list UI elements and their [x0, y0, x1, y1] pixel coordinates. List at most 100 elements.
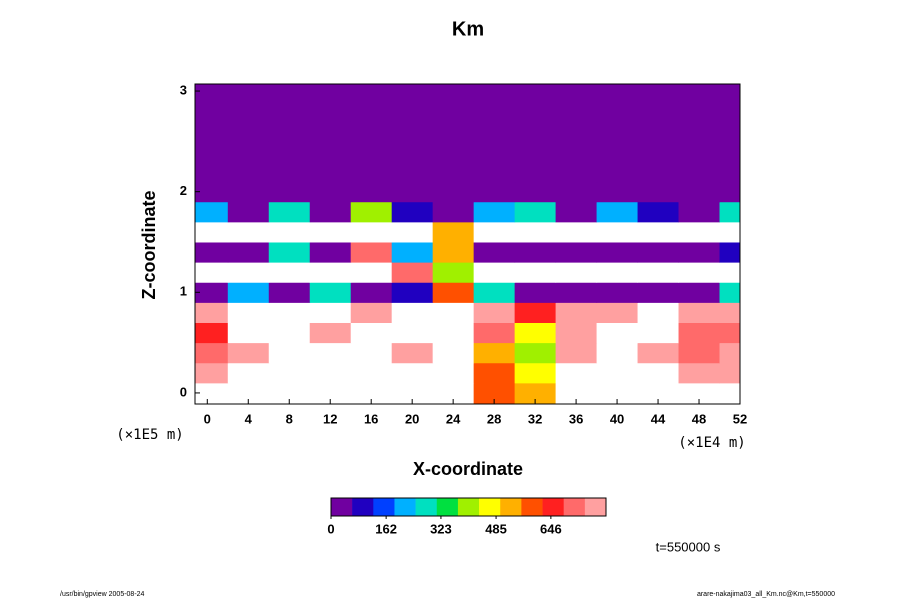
- heat-cell: [195, 181, 229, 203]
- heat-cell: [514, 241, 557, 263]
- y-tick-label: 3: [180, 82, 187, 97]
- heat-cell: [514, 84, 557, 102]
- heat-cell: [719, 84, 740, 102]
- heat-cell: [637, 302, 680, 323]
- heat-cell: [719, 342, 740, 364]
- heat-cell: [596, 282, 639, 303]
- heat-cell: [719, 101, 740, 122]
- heat-cell: [432, 282, 475, 303]
- heat-cell: [432, 201, 475, 223]
- x-tick-label: 48: [692, 411, 706, 426]
- heat-cell: [596, 382, 639, 404]
- heat-cell: [268, 302, 311, 323]
- heat-cell: [555, 161, 598, 183]
- heat-cell: [350, 342, 393, 364]
- heat-cell: [678, 241, 721, 263]
- heat-cell: [514, 382, 557, 404]
- heat-cell: [514, 221, 557, 243]
- heat-cell: [195, 282, 229, 303]
- heat-cell: [719, 362, 740, 384]
- heat-cell: [195, 342, 229, 364]
- heat-cell: [268, 84, 311, 102]
- heat-cell: [678, 262, 721, 283]
- heat-cell: [637, 101, 680, 122]
- heat-cell: [555, 302, 598, 323]
- heat-cell: [227, 362, 270, 384]
- heat-cell: [555, 382, 598, 404]
- heat-cell: [227, 302, 270, 323]
- x-unit-label: (×1E4 m): [678, 435, 745, 451]
- heat-cell: [719, 302, 740, 323]
- heat-cell: [268, 282, 311, 303]
- heat-cell: [555, 342, 598, 364]
- heat-cell: [596, 101, 639, 122]
- heat-cell: [473, 161, 516, 183]
- heat-cell: [195, 161, 229, 183]
- heat-cell: [350, 121, 393, 142]
- y-tick-label: 1: [180, 284, 187, 299]
- x-tick-label: 0: [204, 411, 211, 426]
- x-axis-label: X-coordinate: [413, 459, 523, 479]
- heat-cell: [309, 302, 352, 323]
- heat-cell: [473, 84, 516, 102]
- time-label: t=550000 s: [656, 539, 721, 554]
- heat-cell: [555, 241, 598, 263]
- heat-cell: [309, 121, 352, 142]
- heat-cell: [350, 201, 393, 223]
- heat-cell: [473, 262, 516, 283]
- heat-cell: [195, 241, 229, 263]
- heat-cell: [555, 201, 598, 223]
- heat-cell: [227, 121, 270, 142]
- heat-cell: [309, 201, 352, 223]
- colorbar-cell: [500, 498, 522, 516]
- x-tick-label: 16: [364, 411, 378, 426]
- heat-cell: [555, 362, 598, 384]
- heat-cell: [555, 181, 598, 203]
- heat-cell: [514, 201, 557, 223]
- heat-cell: [195, 322, 229, 344]
- heat-cell: [719, 161, 740, 183]
- heat-cell: [227, 201, 270, 223]
- heat-cell: [432, 101, 475, 122]
- heat-cell: [268, 262, 311, 283]
- heat-cell: [432, 342, 475, 364]
- heat-cell: [309, 221, 352, 243]
- heat-cell: [391, 101, 434, 122]
- heat-cell: [195, 382, 229, 404]
- heat-cell: [309, 322, 352, 344]
- x-tick-label: 40: [610, 411, 624, 426]
- heat-cell: [514, 181, 557, 203]
- heat-cell: [514, 141, 557, 162]
- heat-cell: [637, 262, 680, 283]
- x-tick-label: 52: [733, 411, 747, 426]
- heat-cell: [350, 362, 393, 384]
- heat-cell: [596, 201, 639, 223]
- heat-cell: [637, 322, 680, 344]
- heat-cell: [514, 101, 557, 122]
- y-tick-label: 2: [180, 183, 187, 198]
- heat-cell: [555, 84, 598, 102]
- heat-cell: [195, 262, 229, 283]
- heat-cell: [391, 322, 434, 344]
- footer-right: arare-nakajima03_all_Km.nc@Km,t=550000: [697, 591, 835, 598]
- heat-cell: [473, 241, 516, 263]
- heat-cell: [596, 161, 639, 183]
- heat-cell: [555, 101, 598, 122]
- heat-cell: [596, 84, 639, 102]
- heat-cell: [678, 101, 721, 122]
- heat-cell: [514, 322, 557, 344]
- heat-cell: [227, 282, 270, 303]
- heat-cell: [719, 262, 740, 283]
- heat-cell: [391, 84, 434, 102]
- heat-cell: [432, 181, 475, 203]
- heat-cell: [350, 181, 393, 203]
- heat-cell: [350, 302, 393, 323]
- heat-cell: [391, 382, 434, 404]
- heat-cell: [473, 322, 516, 344]
- heat-cell: [678, 201, 721, 223]
- heat-cell: [473, 362, 516, 384]
- heat-cell: [350, 282, 393, 303]
- heat-cell: [596, 262, 639, 283]
- heat-cell: [268, 382, 311, 404]
